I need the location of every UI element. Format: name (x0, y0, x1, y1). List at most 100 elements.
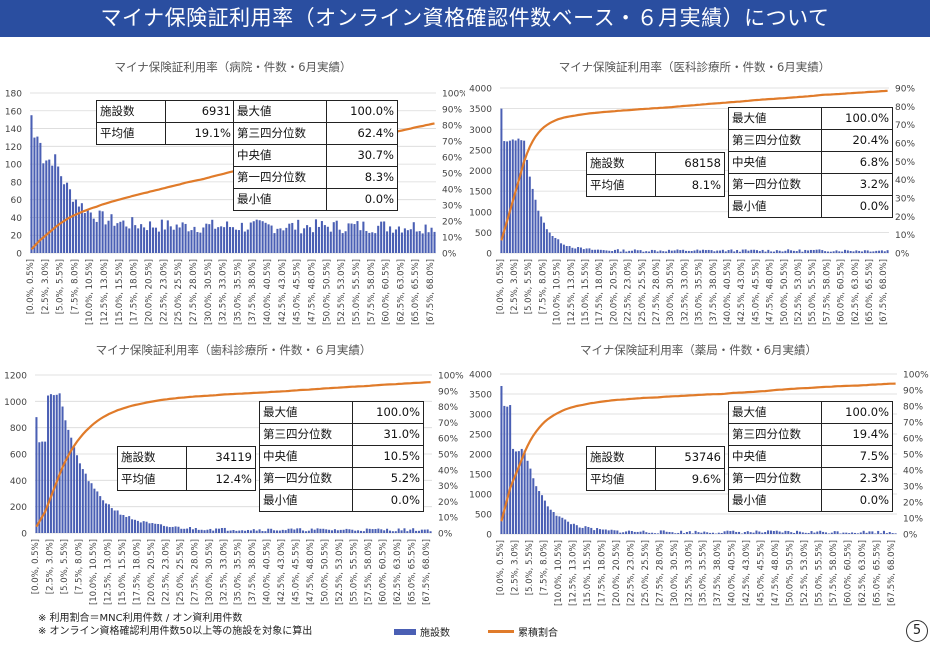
bar (160, 524, 163, 533)
y-right-tick-label: 40% (903, 467, 923, 477)
bar (33, 137, 36, 253)
stat-value: 5.2% (352, 467, 424, 490)
bar (383, 530, 386, 533)
bar (232, 530, 235, 533)
bar (84, 473, 87, 533)
bar (386, 231, 389, 253)
table-row: 平均値 9.6% (586, 468, 725, 491)
bar (807, 250, 810, 253)
bar (83, 213, 86, 253)
bar (319, 528, 322, 533)
bar (614, 249, 616, 253)
chart-svg: マイナ保険証利用率（医科診療所・件数・6月実績） 0 500 1000 1500 2000… (469, 60, 915, 325)
table-row: 第一四分位数 8.3% (233, 166, 398, 189)
bar (140, 224, 143, 253)
bar (778, 531, 781, 534)
bar (220, 226, 223, 253)
bar (648, 251, 651, 253)
stat-value: 62.4% (326, 122, 398, 145)
bar (575, 525, 578, 534)
bar (142, 521, 145, 533)
bar (778, 250, 781, 253)
cumulative-line (500, 382, 896, 522)
x-tick-label: [47.5%, 48.0%] (307, 259, 317, 325)
bar (309, 227, 312, 253)
bar (412, 528, 415, 533)
x-tick-label: [37.5%, 38.0%] (709, 259, 719, 325)
bar (145, 521, 148, 533)
stat-value: 100.0% (352, 401, 424, 424)
x-tick-label: [52.5%, 53.0%] (794, 259, 804, 325)
table-row: 施設数 53746 (586, 446, 725, 469)
bar (246, 529, 250, 533)
bar (163, 229, 166, 253)
bar (558, 516, 561, 534)
stat-label: 最大値 (728, 107, 822, 130)
bar (761, 249, 764, 253)
bar (532, 478, 535, 534)
bar (758, 531, 761, 534)
x-tick-label: [45.0%, 45.5%] (292, 539, 302, 605)
bar (347, 223, 350, 253)
bar (506, 406, 509, 534)
stat-label: 施設数 (586, 152, 656, 175)
y-left-tick-label: 800 (10, 424, 27, 434)
bar (113, 510, 116, 533)
x-tick-label: [0.0%, 0.5%] (31, 539, 41, 594)
bar (55, 394, 58, 533)
bar (888, 532, 891, 534)
bar (190, 230, 193, 253)
bar (320, 221, 323, 253)
stat-label: 中央値 (259, 445, 353, 468)
y-left-tick-label: 3500 (469, 105, 492, 115)
chart-dental-clinic: マイナ保険証利用率（歯科診療所・件数・６月実績） 0 200 400 600 800 100… (0, 338, 465, 618)
bar (44, 441, 47, 533)
bar (189, 527, 192, 533)
x-tick-label: [30.0%, 30.5%] (204, 259, 214, 325)
bar (374, 233, 377, 253)
y-left-tick-label: 160 (5, 107, 22, 117)
bar (183, 528, 186, 533)
bar (882, 530, 885, 534)
stat-label: 最小値 (233, 188, 327, 211)
bar (303, 228, 306, 253)
bar (426, 529, 429, 533)
bar (143, 227, 146, 253)
stat-label: 第一四分位数 (728, 467, 822, 490)
y-right-tick-label: 20% (442, 218, 462, 228)
bar (362, 531, 365, 533)
bar (296, 528, 299, 533)
bar (534, 199, 537, 253)
table-row: 最小値 0.0% (728, 489, 893, 512)
stat-value: 3.2% (821, 173, 893, 196)
bar (297, 219, 300, 253)
stat-value: 2.3% (821, 467, 893, 490)
y-right-tick-label: 20% (438, 498, 458, 508)
bar (423, 529, 426, 533)
x-tick-label: [40.0%, 40.5%] (723, 259, 733, 325)
y-left-tick-label: 100 (5, 161, 22, 171)
y-right-tick-label: 60% (895, 140, 915, 150)
bar (249, 222, 252, 253)
stat-value: 34119 (186, 446, 256, 469)
bar (564, 519, 567, 534)
bar (71, 201, 75, 253)
y-right-tick-label: 40% (438, 466, 458, 476)
bar (325, 529, 328, 533)
x-tick-label: [22.5%, 23.0%] (624, 259, 634, 325)
bar (633, 249, 636, 253)
bar (764, 251, 767, 253)
bar (110, 508, 113, 533)
bar (206, 529, 209, 533)
bar (790, 250, 793, 253)
bar (517, 451, 520, 534)
bar (306, 225, 309, 253)
bar (76, 455, 79, 533)
bar-series (500, 386, 897, 534)
bar (813, 532, 816, 534)
x-tick-label: [52.5%, 53.0%] (337, 259, 347, 325)
stat-value: 10.5% (352, 445, 424, 468)
y-left-tick-label: 140 (5, 125, 22, 135)
bar (775, 250, 778, 253)
bar (709, 532, 712, 534)
